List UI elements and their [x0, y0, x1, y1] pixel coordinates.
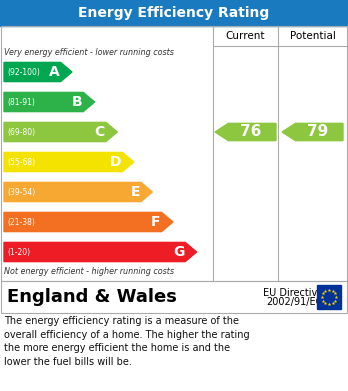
Text: EU Directive: EU Directive — [263, 288, 323, 298]
Polygon shape — [4, 152, 134, 172]
Text: B: B — [72, 95, 82, 109]
Bar — [0, 0, 348, 26]
Text: Potential: Potential — [290, 31, 335, 41]
Polygon shape — [282, 123, 343, 141]
Text: F: F — [151, 215, 160, 229]
Bar — [1, 26, 347, 281]
Text: D: D — [110, 155, 121, 169]
Text: 76: 76 — [240, 124, 261, 140]
Text: (81-91): (81-91) — [7, 97, 35, 106]
Polygon shape — [4, 122, 117, 142]
Text: Very energy efficient - lower running costs: Very energy efficient - lower running co… — [4, 48, 174, 57]
Text: E: E — [130, 185, 140, 199]
Polygon shape — [4, 212, 173, 231]
Text: (1-20): (1-20) — [7, 248, 30, 256]
Bar — [1, 281, 347, 313]
Text: (21-38): (21-38) — [7, 217, 35, 226]
Text: England & Wales: England & Wales — [7, 288, 177, 306]
Polygon shape — [4, 63, 72, 82]
Polygon shape — [4, 242, 197, 262]
Text: (69-80): (69-80) — [7, 127, 35, 136]
Polygon shape — [4, 92, 95, 111]
Text: 2002/91/EC: 2002/91/EC — [267, 297, 323, 307]
Text: 79: 79 — [307, 124, 328, 140]
Text: Not energy efficient - higher running costs: Not energy efficient - higher running co… — [4, 267, 174, 276]
Text: C: C — [95, 125, 105, 139]
Text: The energy efficiency rating is a measure of the
overall efficiency of a home. T: The energy efficiency rating is a measur… — [4, 316, 250, 367]
Polygon shape — [215, 123, 276, 141]
Text: (92-100): (92-100) — [7, 68, 40, 77]
Text: (55-68): (55-68) — [7, 158, 35, 167]
Text: G: G — [173, 245, 184, 259]
Text: (39-54): (39-54) — [7, 188, 35, 197]
Polygon shape — [4, 182, 152, 202]
Text: Current: Current — [226, 31, 265, 41]
Bar — [317, 285, 341, 309]
Text: A: A — [49, 65, 60, 79]
Text: Energy Efficiency Rating: Energy Efficiency Rating — [78, 6, 270, 20]
